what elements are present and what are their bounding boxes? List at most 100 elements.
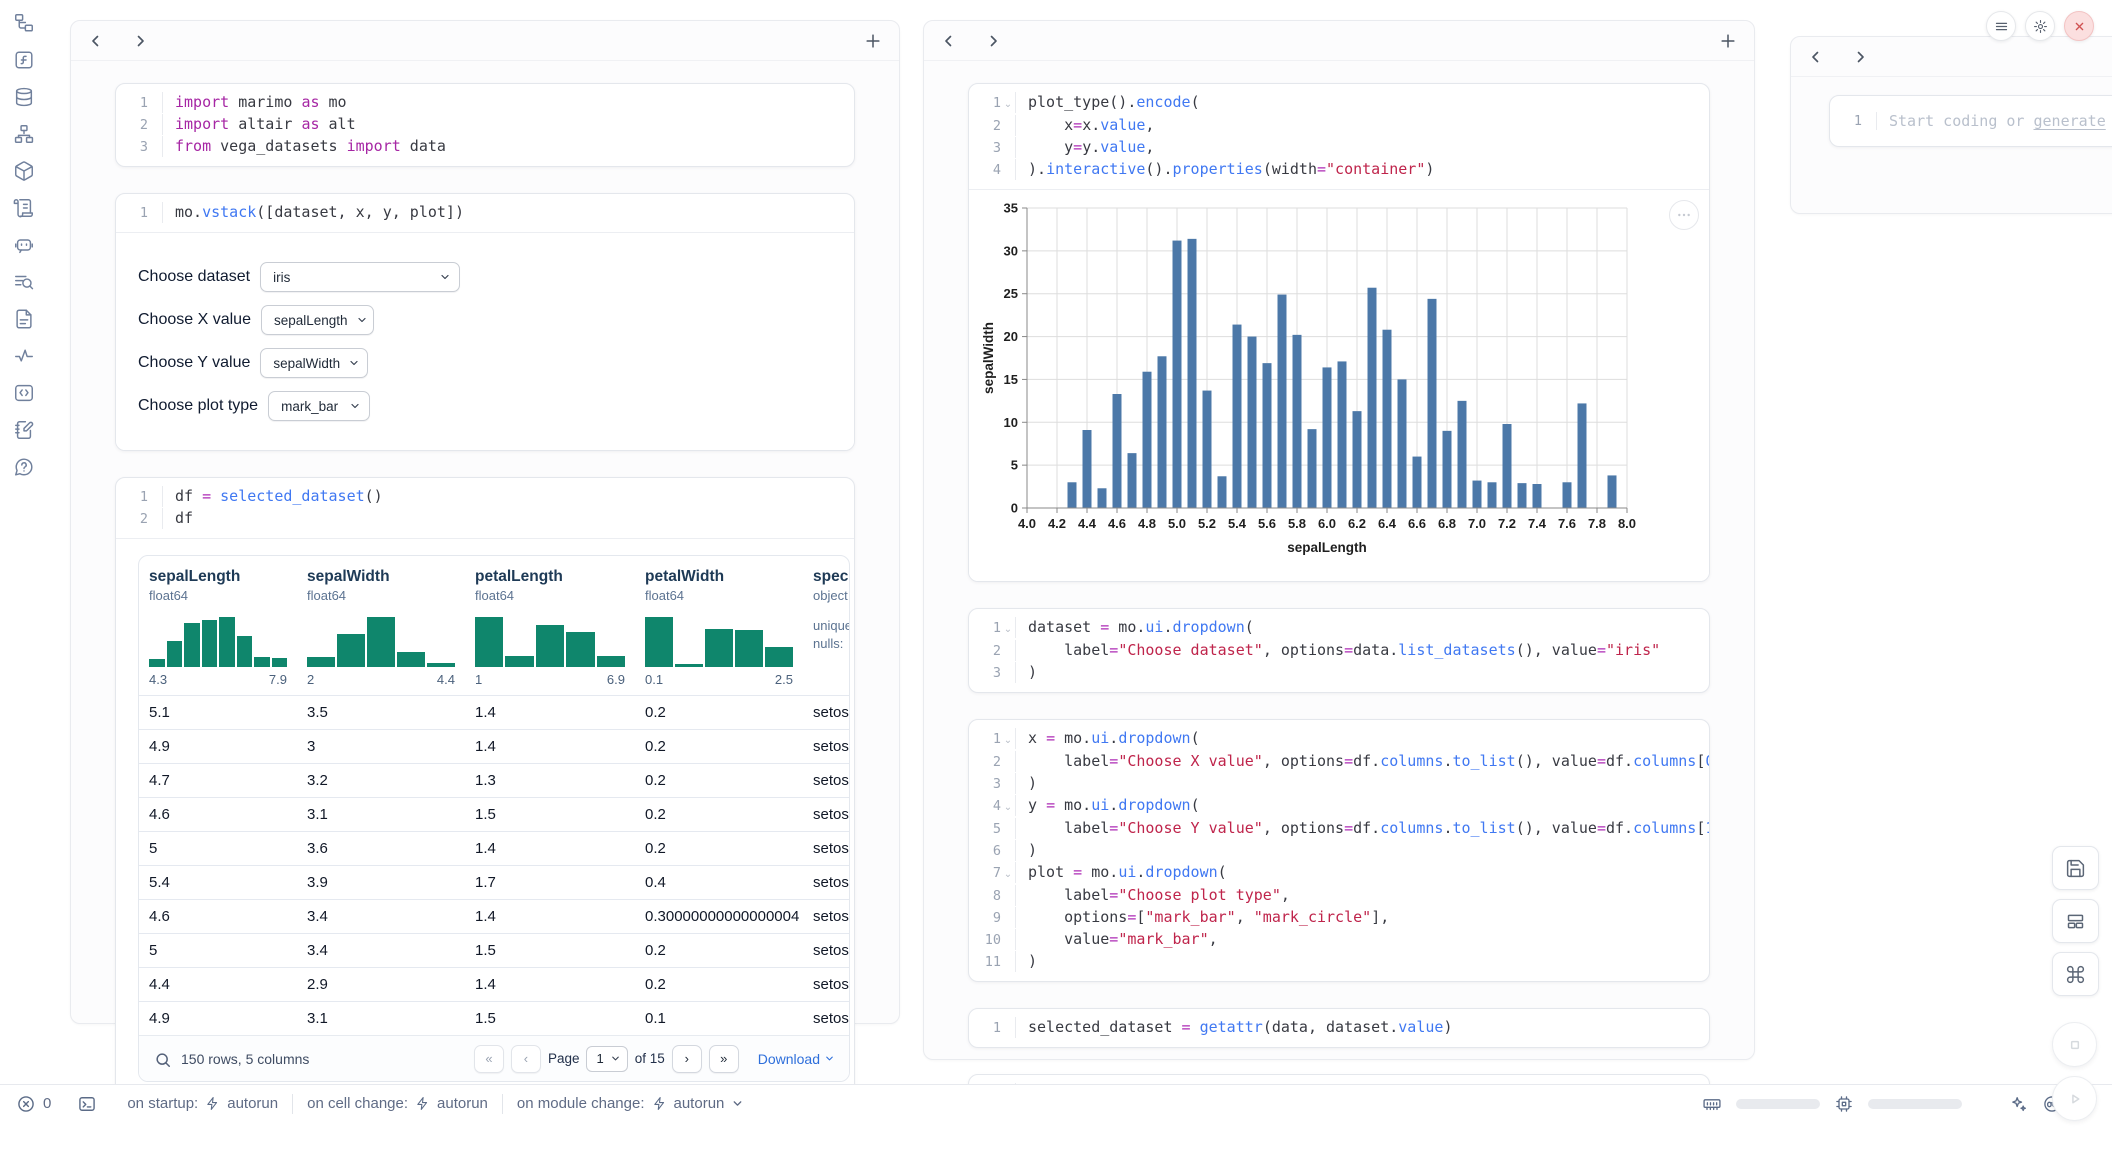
- autorun-toggle[interactable]: on startup:autorun: [127, 1095, 278, 1112]
- empty-cell[interactable]: 1 Start coding or generate with: [1829, 95, 2112, 147]
- choose-dataset-select[interactable]: iris: [260, 262, 460, 292]
- database-icon[interactable]: [13, 86, 35, 108]
- ai-sparkles-icon[interactable]: [2008, 1094, 2028, 1114]
- chatbot-icon[interactable]: [13, 234, 35, 256]
- cell-placeholder[interactable]: Start coding or generate with: [1876, 112, 2112, 130]
- table-row[interactable]: 4.73.21.30.2setosa: [139, 763, 849, 797]
- save-button[interactable]: [2052, 846, 2099, 890]
- svg-text:sepalLength: sepalLength: [1287, 540, 1367, 555]
- stop-button[interactable]: [2052, 1022, 2097, 1067]
- table-cell: setosa: [803, 934, 850, 967]
- collapse-chevron-icon: [1001, 818, 1015, 820]
- code-line: df: [162, 508, 193, 529]
- run-button[interactable]: [2052, 1076, 2097, 1121]
- xy-plot-dropdown-code-editor[interactable]: 1⌄x = mo.ui.dropdown(2 label="Choose X v…: [969, 720, 1709, 981]
- layout-button[interactable]: [2052, 899, 2099, 943]
- collapse-chevron-icon[interactable]: ⌄: [1001, 92, 1015, 115]
- bar-mark: [1173, 241, 1182, 508]
- menu-button[interactable]: [1986, 11, 2016, 41]
- next-page-button[interactable]: ›: [672, 1045, 702, 1073]
- table-cell: 4.6: [139, 900, 297, 933]
- table-cell: 0.30000000000000004: [635, 900, 803, 933]
- svg-text:6.8: 6.8: [1438, 516, 1456, 531]
- table-cell: 2.9: [297, 968, 465, 1001]
- page-select[interactable]: 1: [586, 1046, 627, 1072]
- plot-code-editor[interactable]: 1⌄plot_type().encode(2 x=x.value,3 y=y.v…: [969, 84, 1709, 189]
- add-cell-icon[interactable]: [1718, 31, 1738, 51]
- table-cell: 1.4: [465, 730, 635, 763]
- column-type: float64: [149, 588, 287, 603]
- chart-options-icon[interactable]: [1669, 200, 1699, 230]
- collapse-chevron-icon[interactable]: ⌄: [1001, 862, 1015, 885]
- table-row[interactable]: 4.93.11.50.1setosa: [139, 1001, 849, 1035]
- column-header-species[interactable]: speciesobjectunique:nulls:: [803, 556, 850, 695]
- chevron-left-icon[interactable]: [1807, 48, 1825, 66]
- last-page-button[interactable]: »: [709, 1045, 739, 1073]
- dataset-dropdown-code-editor[interactable]: 1⌄dataset = mo.ui.dropdown(2 label="Choo…: [969, 609, 1709, 692]
- histogram-bar: [184, 623, 200, 667]
- chevron-right-icon[interactable]: [131, 32, 149, 50]
- table-row[interactable]: 4.63.11.50.2setosa: [139, 797, 849, 831]
- choose-y-value-select[interactable]: sepalWidth: [260, 348, 368, 378]
- chevron-right-icon[interactable]: [984, 32, 1002, 50]
- document-icon[interactable]: [13, 308, 35, 330]
- script-icon[interactable]: [13, 197, 35, 219]
- table-row[interactable]: 5.43.91.70.4setosa: [139, 865, 849, 899]
- row-count-summary: 150 rows, 5 columns: [181, 1051, 309, 1067]
- chevron-left-icon[interactable]: [87, 32, 105, 50]
- table-row[interactable]: 5.13.51.40.2setosa: [139, 695, 849, 729]
- generate-link[interactable]: generate: [2034, 112, 2106, 130]
- table-row[interactable]: 4.63.41.40.30000000000000004setosa: [139, 899, 849, 933]
- choose-plot-type-select[interactable]: mark_bar: [268, 391, 370, 421]
- svg-text:6.2: 6.2: [1348, 516, 1366, 531]
- autorun-toggle[interactable]: on cell change:autorun: [307, 1095, 488, 1112]
- previous-page-button[interactable]: ‹: [511, 1045, 541, 1073]
- notebook-edit-icon[interactable]: [13, 419, 35, 441]
- command-palette-button[interactable]: [2052, 952, 2099, 996]
- chevron-left-icon[interactable]: [940, 32, 958, 50]
- search-icon[interactable]: [153, 1050, 171, 1068]
- line-number: 6: [969, 840, 1001, 862]
- errors-indicator[interactable]: 0: [16, 1094, 51, 1114]
- first-page-button[interactable]: «: [474, 1045, 504, 1073]
- collapse-chevron-icon[interactable]: ⌄: [1001, 617, 1015, 640]
- help-icon[interactable]: [13, 456, 35, 478]
- choose-x-value-select[interactable]: sepalLength: [261, 305, 374, 335]
- selected-value: sepalWidth: [273, 356, 340, 371]
- table-row[interactable]: 4.931.40.2setosa: [139, 729, 849, 763]
- settings-gear-button[interactable]: [2025, 11, 2055, 41]
- add-cell-icon[interactable]: [863, 31, 883, 51]
- close-button[interactable]: [2064, 11, 2094, 41]
- package-icon[interactable]: [13, 160, 35, 182]
- collapse-chevron-icon[interactable]: ⌄: [1001, 795, 1015, 818]
- table-cell: 3.1: [297, 1002, 465, 1035]
- table-row[interactable]: 53.61.40.2setosa: [139, 831, 849, 865]
- activity-icon[interactable]: [13, 345, 35, 367]
- table-row[interactable]: 4.42.91.40.2setosa: [139, 967, 849, 1001]
- search-list-icon[interactable]: [13, 271, 35, 293]
- function-icon[interactable]: [13, 49, 35, 71]
- table-row[interactable]: 53.41.50.2setosa: [139, 933, 849, 967]
- autorun-toggle[interactable]: on module change:autorun: [517, 1095, 744, 1112]
- line-number: 4: [969, 159, 1001, 181]
- sitemap-icon[interactable]: [13, 123, 35, 145]
- code-snippet-icon[interactable]: [13, 382, 35, 404]
- circle-x-icon: [16, 1094, 36, 1114]
- chevron-right-icon[interactable]: [1851, 48, 1869, 66]
- download-button[interactable]: Download: [758, 1051, 835, 1067]
- file-tree-icon[interactable]: [13, 12, 35, 34]
- terminal-button[interactable]: [77, 1094, 97, 1114]
- collapse-chevron-icon[interactable]: ⌄: [1001, 728, 1015, 751]
